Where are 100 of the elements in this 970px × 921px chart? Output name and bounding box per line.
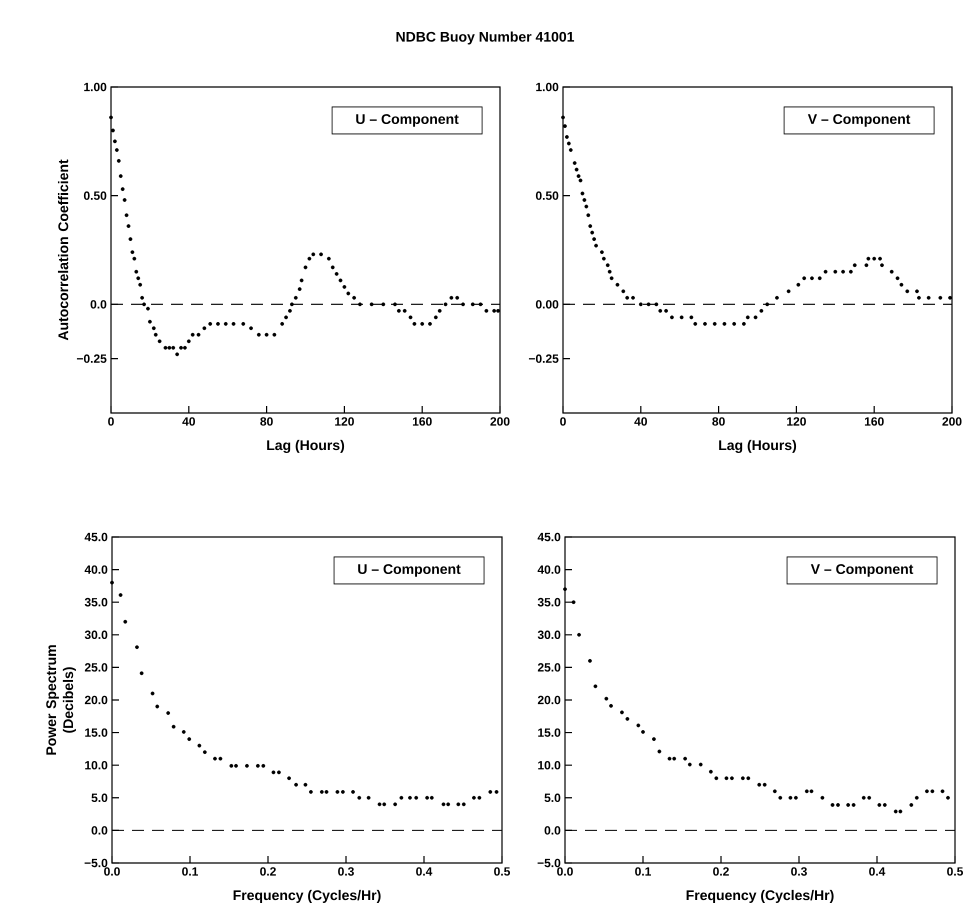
x-tick-label: 40 — [182, 417, 195, 426]
point — [698, 762, 703, 766]
y-tick-label: 30.0 — [84, 630, 108, 640]
x-tick-label: 0.2 — [713, 867, 729, 876]
point — [862, 796, 866, 800]
point — [882, 803, 887, 807]
x-tick-label: 160 — [864, 417, 884, 426]
x-tick-label: 0.3 — [791, 867, 807, 876]
x-tick-label: 0.5 — [947, 867, 964, 876]
x-tick-label: 200 — [490, 417, 510, 426]
point — [218, 756, 222, 761]
point — [494, 790, 498, 794]
y-tick-label: 40.0 — [538, 565, 560, 574]
y-tick-label: 0.50 — [84, 191, 106, 200]
y-axis-title: Autocorrelation Coefficient — [58, 160, 68, 340]
point — [172, 724, 176, 729]
point — [740, 776, 745, 780]
y-tick-label: 0.00 — [536, 300, 558, 309]
y-tick-label: 45.0 — [84, 532, 108, 542]
point — [408, 796, 412, 800]
point — [657, 750, 662, 754]
annotation: U – Component — [356, 114, 459, 127]
x-axis-title: Lag (Hours) — [267, 440, 344, 453]
y-axis-title: Power Spectrum (Decibels) — [46, 645, 76, 755]
point — [393, 802, 398, 806]
x-tick-label: 0.1 — [182, 867, 198, 876]
y-tick-label: 0.0 — [92, 826, 108, 835]
point — [150, 692, 154, 696]
point — [287, 776, 291, 780]
point — [187, 737, 192, 742]
point — [909, 803, 914, 807]
point — [804, 789, 809, 794]
point — [620, 710, 624, 714]
point — [652, 737, 656, 742]
point — [155, 704, 160, 708]
y-tick-label: 35.0 — [538, 598, 560, 606]
annotation: U – Component — [358, 564, 461, 577]
point — [309, 790, 313, 794]
x-tick-label: 120 — [787, 417, 806, 426]
point — [213, 756, 217, 761]
point — [378, 802, 382, 806]
point — [272, 770, 276, 774]
x-tick-label: 0.3 — [338, 867, 354, 876]
point — [118, 593, 122, 597]
y-tick-label: 30.0 — [538, 630, 560, 640]
point — [234, 764, 238, 768]
point — [898, 810, 902, 814]
x-tick-label: 80 — [712, 417, 725, 426]
point — [340, 790, 345, 794]
point — [446, 802, 450, 806]
point — [202, 750, 207, 754]
point — [140, 671, 144, 676]
point — [336, 790, 340, 794]
y-tick-label: 15.0 — [538, 728, 560, 737]
point — [182, 730, 186, 734]
point — [110, 580, 114, 585]
annotation: V – Component — [808, 114, 910, 127]
point — [563, 587, 567, 592]
point — [357, 796, 362, 800]
x-axis-title: Lag (Hours) — [719, 440, 796, 453]
y-tick-label: 5.0 — [92, 794, 108, 802]
point — [294, 782, 298, 787]
x-tick-label: 120 — [335, 417, 354, 426]
point — [852, 803, 856, 807]
y-tick-label: 0.50 — [536, 191, 558, 200]
point — [382, 802, 386, 806]
x-tick-label: 0.4 — [869, 867, 886, 876]
point — [846, 803, 850, 807]
point — [123, 620, 128, 624]
point — [399, 796, 404, 800]
point — [304, 782, 308, 787]
point — [572, 600, 576, 604]
point — [442, 802, 446, 806]
annotation: V – Component — [810, 564, 914, 577]
point — [477, 796, 482, 800]
y-tick-label: 45.0 — [538, 532, 560, 542]
x-tick-label: 0.0 — [557, 867, 573, 876]
y-tick-label: 15.0 — [85, 728, 108, 737]
x-tick-label: 0.0 — [104, 867, 120, 876]
y-tick-label: 0.0 — [90, 300, 106, 309]
point — [414, 796, 418, 800]
x-axis-title: Frequency (Cycles/Hr) — [686, 890, 834, 903]
point — [641, 730, 645, 734]
y-tick-label: −0.25 — [528, 354, 558, 363]
y-tick-label: −0.25 — [76, 354, 106, 363]
point — [810, 789, 814, 794]
y-tick-label: 25.0 — [84, 663, 108, 672]
y-tick-label: 10.0 — [538, 760, 560, 770]
chart-title: NDBC Buoy Number 41001 — [396, 31, 574, 45]
point — [688, 762, 692, 766]
point — [462, 802, 466, 806]
y-tick-label: 5.0 — [544, 794, 560, 802]
point — [830, 803, 834, 807]
x-tick-label: 80 — [260, 417, 273, 426]
x-tick-label: 0.5 — [494, 867, 510, 876]
point — [609, 704, 613, 708]
point — [256, 764, 260, 768]
point — [757, 782, 762, 787]
x-tick-label: 160 — [412, 417, 432, 426]
point — [724, 776, 728, 780]
